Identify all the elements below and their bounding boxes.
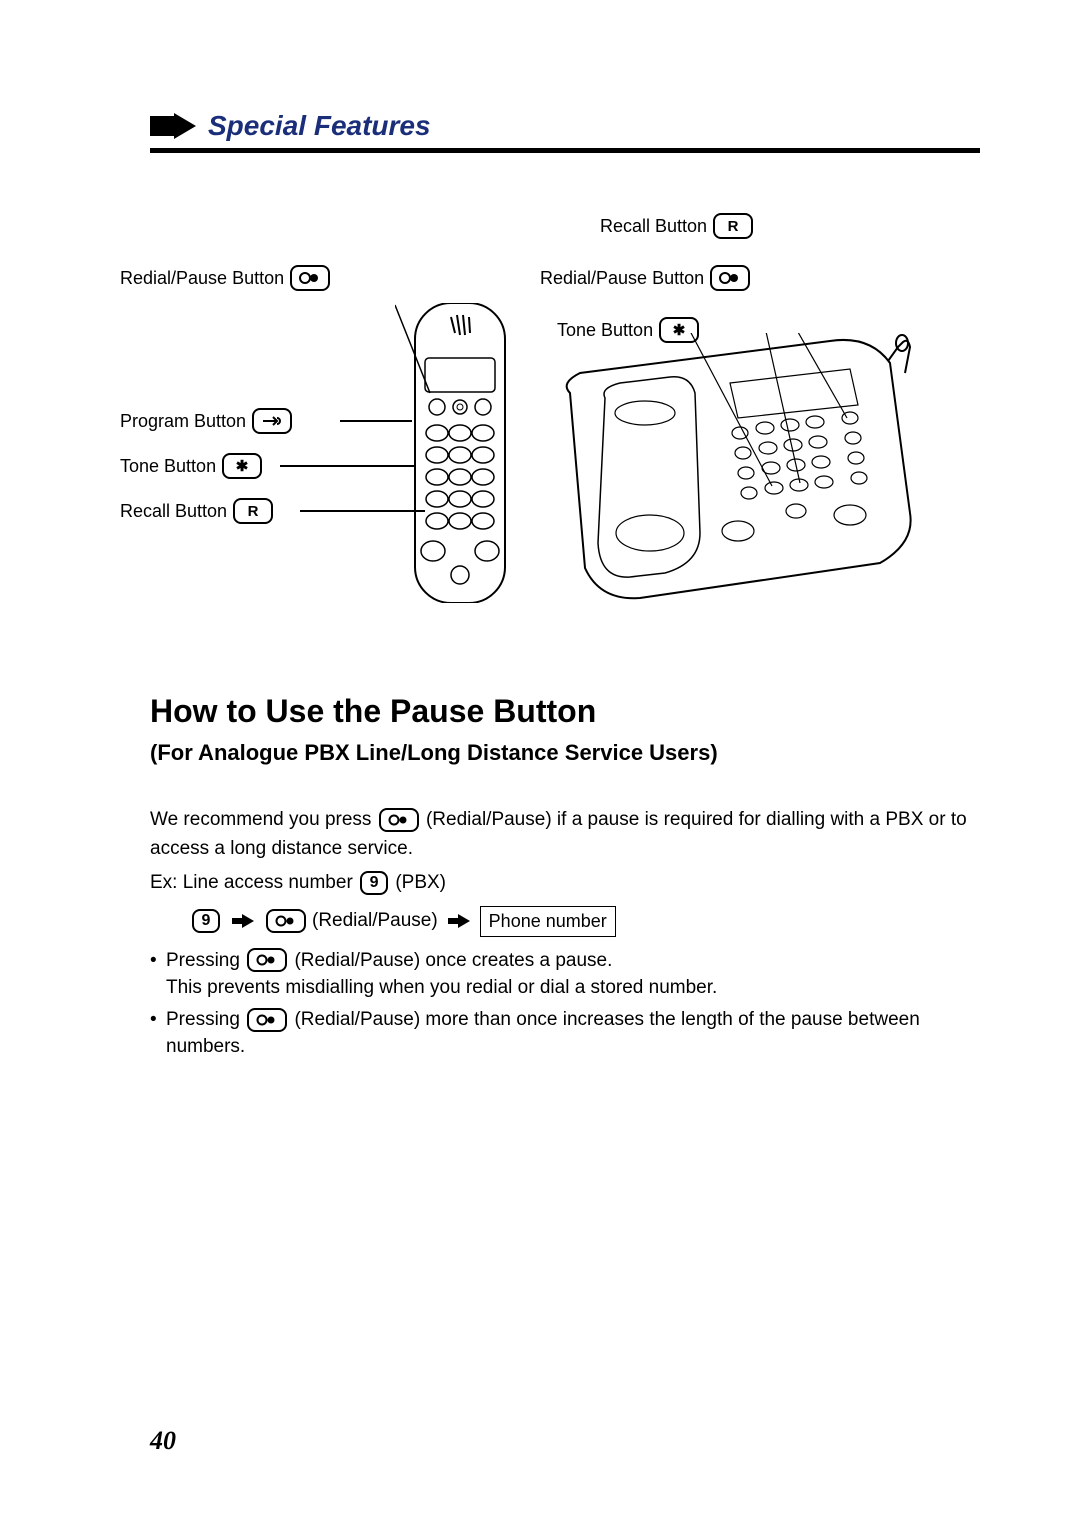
- redial-key-icon: [247, 1008, 287, 1032]
- handset-program-label: Program Button: [120, 408, 292, 434]
- flow-sequence: 9 (Redial/Pause) Phone number: [190, 906, 980, 937]
- section-title: Special Features: [208, 110, 431, 142]
- r-key-icon: R: [233, 498, 273, 524]
- handset-tone-label: Tone Button ✱: [120, 453, 262, 479]
- redial-key-icon: [266, 909, 306, 933]
- list-item: • Pressing (Redial/Pause) once creates a…: [150, 947, 980, 1002]
- redial-key-icon: [290, 265, 330, 291]
- label-text: Recall Button: [120, 501, 227, 522]
- text: Pressing: [166, 1009, 245, 1030]
- label-text: Redial/Pause Button: [120, 268, 284, 289]
- handset-recall-label: Recall Button R: [120, 498, 273, 524]
- subheading-pbx: (For Analogue PBX Line/Long Distance Ser…: [150, 740, 980, 766]
- text: (Redial/Pause): [312, 907, 438, 936]
- base-unit-illustration: [550, 333, 920, 603]
- arrow-right-icon: [232, 914, 254, 928]
- list-item: • Pressing (Redial/Pause) more than once…: [150, 1006, 980, 1061]
- example-intro: Ex: Line access number 9 (PBX): [150, 869, 980, 898]
- bullet-dot: •: [150, 947, 166, 1002]
- body-text: We recommend you press (Redial/Pause) if…: [150, 806, 980, 1061]
- handset-illustration: [395, 303, 525, 603]
- program-key-icon: [252, 408, 292, 434]
- bullet-list: • Pressing (Redial/Pause) once creates a…: [150, 947, 980, 1061]
- text: (Redial/Pause) once creates a pause.: [294, 950, 612, 971]
- text: (PBX): [395, 872, 446, 893]
- redial-key-icon: [379, 808, 419, 832]
- redial-key-icon: [710, 265, 750, 291]
- bullet-dot: •: [150, 1006, 166, 1061]
- heading-pause-button: How to Use the Pause Button: [150, 693, 980, 730]
- nine-key-icon: 9: [192, 909, 220, 933]
- star-key-icon: ✱: [222, 453, 262, 479]
- intro-paragraph: We recommend you press (Redial/Pause) if…: [150, 806, 980, 863]
- handset-redial-label: Redial/Pause Button: [120, 265, 330, 291]
- r-key-icon: R: [713, 213, 753, 239]
- arrow-right-icon: [150, 113, 196, 139]
- nine-key-icon: 9: [360, 871, 388, 895]
- base-recall-label: Recall Button R: [600, 213, 753, 239]
- label-text: Program Button: [120, 411, 246, 432]
- label-text: Redial/Pause Button: [540, 268, 704, 289]
- base-redial-label: Redial/Pause Button: [540, 265, 750, 291]
- text: Pressing: [166, 950, 245, 971]
- device-diagram: Recall Button R Redial/Pause Button Tone…: [150, 213, 980, 633]
- arrow-right-icon: [448, 914, 470, 928]
- label-text: Tone Button: [120, 456, 216, 477]
- text: We recommend you press: [150, 809, 377, 830]
- phone-number-box: Phone number: [480, 906, 616, 937]
- text: Ex: Line access number: [150, 872, 358, 893]
- label-text: Recall Button: [600, 216, 707, 237]
- page-number: 40: [150, 1426, 176, 1456]
- text: This prevents misdialling when you redia…: [166, 977, 717, 998]
- section-header: Special Features: [150, 110, 980, 153]
- redial-key-icon: [247, 948, 287, 972]
